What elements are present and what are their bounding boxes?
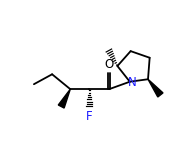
Polygon shape [58, 89, 70, 108]
Text: O: O [104, 58, 114, 71]
Text: F: F [86, 110, 93, 123]
Polygon shape [148, 79, 163, 97]
Text: N: N [127, 76, 136, 89]
